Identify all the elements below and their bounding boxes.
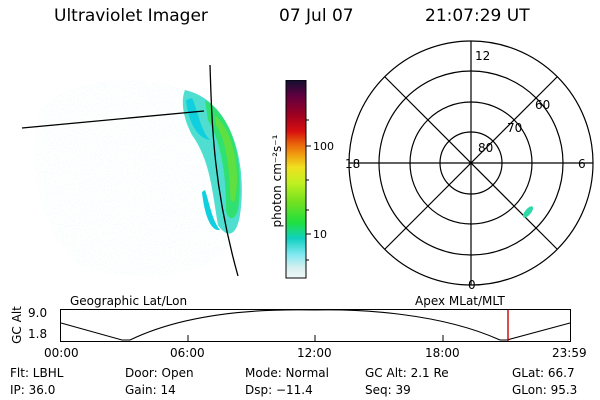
mlt-label-18: 18 (345, 157, 360, 171)
info-door: Door: Open (125, 366, 194, 380)
timeline-plot (60, 309, 571, 342)
timeline-left-title: Geographic Lat/Lon (70, 294, 188, 308)
info-gcalt: GC Alt: 2.1 Re (365, 366, 449, 380)
longitude-line (209, 64, 239, 277)
info-dsp: Dsp: −11.4 (245, 383, 313, 397)
info-mode: Mode: Normal (245, 366, 329, 380)
timeline-right-title: Apex MLat/MLT (415, 294, 505, 308)
earth-image (21, 64, 242, 277)
lat-label-70: 70 (507, 121, 522, 135)
colorbar-tick-10: 10 (313, 228, 327, 241)
info-gain: Gain: 14 (125, 383, 176, 397)
timeline-x-tick-2359: 23:59 (552, 346, 587, 360)
info-flt: Flt: LBHL (10, 366, 64, 380)
polar-plot: 12 6 0 18 60 70 80 (345, 40, 594, 292)
altitude-trace (60, 309, 571, 341)
timeline-axis-label: GC Alt (10, 306, 24, 344)
date-label: 07 Jul 07 (279, 6, 354, 26)
timeline-x-tick-1800: 18:00 (425, 346, 460, 360)
timeline-x-tick-0000: 00:00 (44, 346, 79, 360)
mlt-label-6: 6 (578, 157, 586, 171)
lat-label-60: 60 (535, 98, 550, 112)
info-glat: GLat: 66.7 (512, 366, 575, 380)
mlt-label-12: 12 (475, 49, 490, 63)
colorbar-gradient (285, 80, 307, 279)
polar-diagonal-2 (384, 76, 558, 250)
time-label: 21:07:29 UT (425, 6, 530, 26)
instrument-title: Ultraviolet Imager (54, 6, 208, 26)
timeline-y-tick-1.8: 1.8 (28, 327, 48, 341)
info-seq: Seq: 39 (365, 383, 411, 397)
info-glon: GLon: 95.3 (512, 383, 578, 397)
timeline-x-tick-1200: 12:00 (297, 346, 332, 360)
colorbar: 100 10 (285, 80, 334, 279)
info-ip: IP: 36.0 (10, 383, 56, 397)
timeline-x-tick-0600: 06:00 (170, 346, 205, 360)
timeline-y-tick-9: 9.0 (28, 306, 48, 320)
colorbar-tick-100: 100 (313, 140, 334, 153)
colorbar-unit-label: photon cm⁻²s⁻¹ (270, 134, 284, 228)
aurora-spot (522, 206, 534, 218)
aurora-crescent (182, 90, 242, 234)
mlt-label-0: 0 (468, 278, 476, 292)
latitude-line (21, 110, 205, 129)
lat-label-80: 80 (478, 141, 493, 155)
